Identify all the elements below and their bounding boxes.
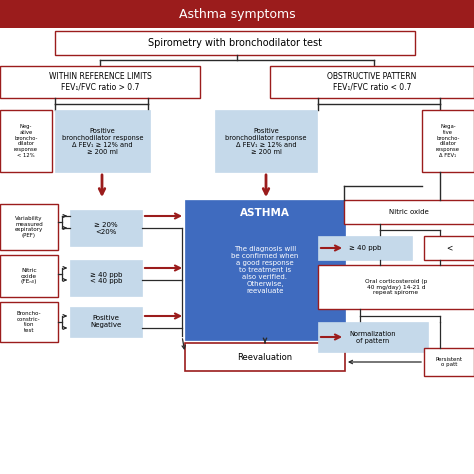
FancyBboxPatch shape bbox=[344, 200, 474, 224]
FancyBboxPatch shape bbox=[0, 0, 474, 28]
Text: Asthma symptoms: Asthma symptoms bbox=[179, 8, 295, 20]
FancyBboxPatch shape bbox=[70, 260, 142, 296]
Text: ≥ 40 ppb: ≥ 40 ppb bbox=[349, 245, 381, 251]
Text: Persistent
o patt: Persistent o patt bbox=[436, 356, 463, 367]
FancyBboxPatch shape bbox=[70, 307, 142, 337]
FancyBboxPatch shape bbox=[0, 66, 200, 98]
Text: Reevaluation: Reevaluation bbox=[237, 353, 292, 362]
Text: Nitric
oxide
(FEₙ₀): Nitric oxide (FEₙ₀) bbox=[21, 268, 37, 284]
FancyBboxPatch shape bbox=[55, 110, 150, 172]
Text: <: < bbox=[446, 244, 452, 253]
Text: Nitric oxide: Nitric oxide bbox=[389, 209, 429, 215]
FancyBboxPatch shape bbox=[270, 66, 474, 98]
Text: Broncho-
constric-
tion
test: Broncho- constric- tion test bbox=[17, 311, 41, 333]
Text: Variability
measured
expiratory
(PEF): Variability measured expiratory (PEF) bbox=[15, 216, 43, 238]
FancyBboxPatch shape bbox=[0, 204, 58, 250]
Text: Nega-
tive
broncho-
dilator
response
Δ FEV₁: Nega- tive broncho- dilator response Δ F… bbox=[436, 124, 460, 158]
FancyBboxPatch shape bbox=[318, 265, 474, 309]
FancyBboxPatch shape bbox=[215, 110, 317, 172]
Text: WITHIN REFERENCE LIMITS
FEV₁/FVC ratio > 0.7: WITHIN REFERENCE LIMITS FEV₁/FVC ratio >… bbox=[49, 73, 151, 91]
Text: Positive
bronchodilator response
Δ FEV₁ ≥ 12% and
≥ 200 ml: Positive bronchodilator response Δ FEV₁ … bbox=[225, 128, 307, 155]
FancyBboxPatch shape bbox=[0, 302, 58, 342]
Text: OBSTRUCTIVE PATTERN
FEV₁/FVC ratio < 0.7: OBSTRUCTIVE PATTERN FEV₁/FVC ratio < 0.7 bbox=[328, 73, 417, 91]
Text: ≥ 40 ppb
< 40 ppb: ≥ 40 ppb < 40 ppb bbox=[90, 272, 122, 284]
Text: ASTHMA: ASTHMA bbox=[240, 208, 290, 218]
Text: Spirometry with bronchodilator test: Spirometry with bronchodilator test bbox=[148, 38, 322, 48]
FancyBboxPatch shape bbox=[424, 236, 474, 260]
Text: ≥ 20%
<20%: ≥ 20% <20% bbox=[94, 221, 118, 235]
Text: The diagnosis will
be confirmed when
a good response
to treatment is
also verifi: The diagnosis will be confirmed when a g… bbox=[231, 246, 299, 294]
Text: Positive
bronchodilator response
Δ FEV₁ ≥ 12% and
≥ 200 ml: Positive bronchodilator response Δ FEV₁ … bbox=[62, 128, 143, 155]
FancyBboxPatch shape bbox=[424, 348, 474, 376]
FancyBboxPatch shape bbox=[318, 322, 428, 352]
Text: Normalization
of pattern: Normalization of pattern bbox=[350, 330, 396, 344]
Text: Oral corticosteroid (p
40 mg/day) 14-21 d
repeat spirome: Oral corticosteroid (p 40 mg/day) 14-21 … bbox=[365, 279, 427, 295]
FancyBboxPatch shape bbox=[318, 236, 412, 260]
FancyBboxPatch shape bbox=[0, 110, 52, 172]
Text: Positive
Negative: Positive Negative bbox=[91, 316, 122, 328]
FancyBboxPatch shape bbox=[422, 110, 474, 172]
FancyBboxPatch shape bbox=[0, 255, 58, 297]
Text: Neg-
ative
broncho-
dilator
response
< 12%: Neg- ative broncho- dilator response < 1… bbox=[14, 124, 38, 158]
FancyBboxPatch shape bbox=[55, 31, 415, 55]
FancyBboxPatch shape bbox=[70, 210, 142, 246]
FancyBboxPatch shape bbox=[185, 343, 345, 371]
FancyBboxPatch shape bbox=[185, 200, 345, 340]
